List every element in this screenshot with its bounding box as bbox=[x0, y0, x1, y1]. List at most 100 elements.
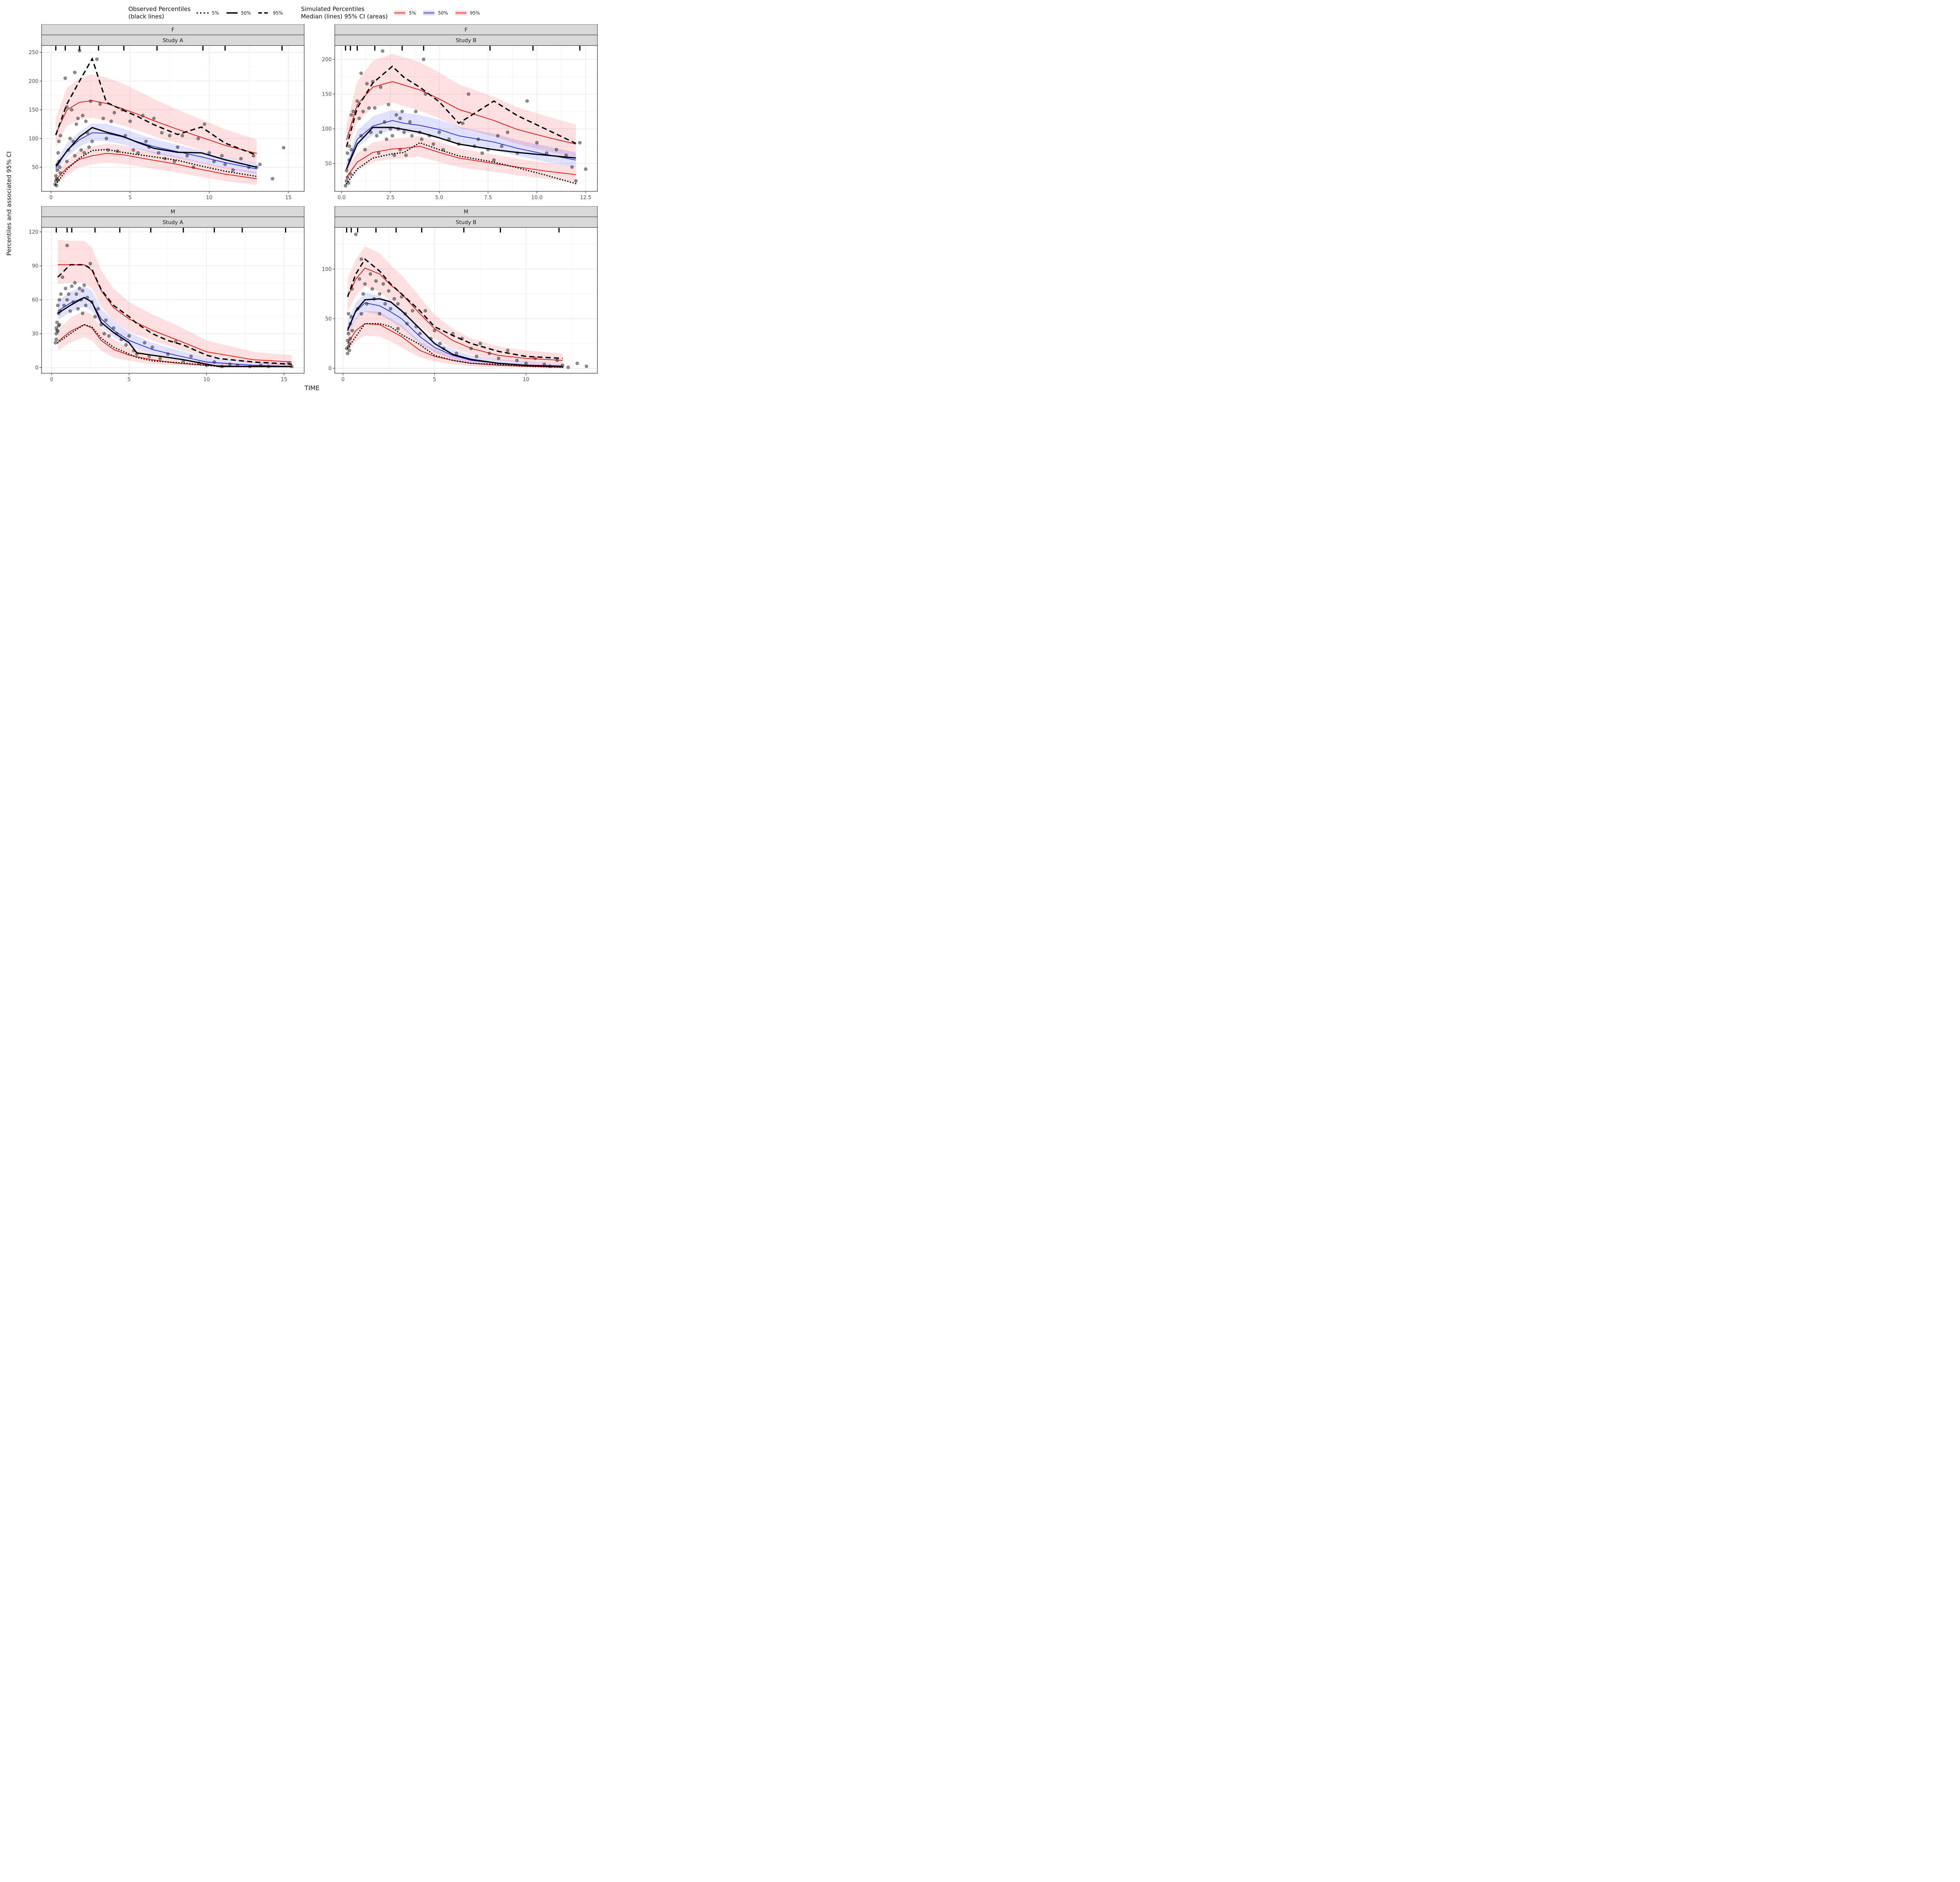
legend-line-sample-dashed bbox=[258, 12, 270, 14]
svg-text:50: 50 bbox=[325, 316, 332, 322]
sim-95-median bbox=[347, 267, 563, 361]
legend-item-simulated-5: 5% bbox=[393, 10, 416, 16]
obs-50 bbox=[55, 127, 257, 168]
y-axis-ticks: 0 30 60 90 120 bbox=[29, 229, 42, 371]
svg-text:30: 30 bbox=[32, 331, 38, 337]
svg-text:10: 10 bbox=[523, 377, 530, 383]
obs-5 bbox=[57, 323, 293, 367]
legend-item-label: 50% bbox=[438, 10, 448, 16]
svg-text:250: 250 bbox=[29, 50, 38, 56]
legend-item-simulated-95: 95% bbox=[454, 10, 480, 16]
sim-5-median bbox=[346, 145, 576, 178]
observed-points bbox=[345, 232, 588, 369]
facet-strip-study: Study B bbox=[334, 34, 598, 46]
legend-simulated-items: 5% 50% 95% bbox=[393, 10, 480, 16]
legend-item-simulated-50: 50% bbox=[422, 10, 448, 16]
legend-observed-title: Observed Percentiles (black lines) bbox=[129, 5, 191, 20]
x-axis-ticks: 0 5 10 15 bbox=[50, 373, 287, 383]
svg-text:Study B: Study B bbox=[456, 219, 477, 225]
grid-minor bbox=[335, 227, 597, 373]
svg-text:10.0: 10.0 bbox=[531, 195, 543, 201]
grid-major bbox=[335, 227, 597, 373]
svg-text:5: 5 bbox=[433, 377, 436, 383]
svg-text:12.5: 12.5 bbox=[580, 195, 592, 201]
svg-text:50: 50 bbox=[32, 165, 38, 171]
sim-50-ci bbox=[347, 292, 563, 367]
x-axis-ticks: 0.0 2.5 5.0 7.5 10.0 12.5 bbox=[338, 191, 592, 201]
svg-text:100: 100 bbox=[322, 266, 332, 272]
sim-5-ci bbox=[58, 311, 292, 368]
legend-line-sample-solid bbox=[226, 12, 238, 14]
legend-item-observed-50: 50% bbox=[225, 10, 251, 16]
facet-grid: Percentiles and associated 95% CI F Study… bbox=[3, 24, 608, 383]
simulated-ci-bands bbox=[346, 53, 576, 184]
legend-item-label: 50% bbox=[241, 10, 251, 16]
legend-ci-swatch bbox=[394, 10, 406, 15]
vpc-figure: Observed Percentiles (black lines) 5% 50%… bbox=[0, 0, 608, 395]
sim-5-ci bbox=[347, 311, 563, 368]
bin-rug-marks bbox=[55, 45, 283, 51]
observed-percentile-lines bbox=[346, 65, 577, 184]
legend-observed-title-line1: Observed Percentiles bbox=[128, 5, 191, 13]
legend-item-label: 5% bbox=[212, 10, 219, 16]
panel-plot: F Study A 50 100 150 200 250 0 5 10 15 bbox=[29, 24, 305, 201]
svg-text:120: 120 bbox=[29, 229, 38, 235]
legend-simulated-title-line1: Simulated Percentiles bbox=[301, 5, 365, 13]
legend-item-label: 5% bbox=[409, 10, 416, 16]
legend-item-label: 95% bbox=[273, 10, 283, 16]
obs-95 bbox=[347, 258, 563, 359]
legend-item-label: 95% bbox=[470, 10, 480, 16]
svg-text:0.0: 0.0 bbox=[338, 195, 346, 201]
svg-text:7.5: 7.5 bbox=[484, 195, 492, 201]
legend-observed-items: 5% 50% 95% bbox=[196, 10, 283, 16]
x-axis-label: TIME bbox=[304, 384, 320, 392]
panel-plot: F Study B 50 100 150 200 0.0 2.5 5.0 7.5 10.0 12.5 bbox=[322, 24, 598, 201]
svg-text:100: 100 bbox=[29, 136, 38, 142]
svg-text:0: 0 bbox=[50, 377, 53, 383]
obs-95 bbox=[57, 263, 292, 365]
svg-text:2.5: 2.5 bbox=[387, 195, 395, 201]
facet-strip-study: Study A bbox=[41, 34, 305, 46]
legend-simulated: Simulated Percentiles Median (lines) 95%… bbox=[301, 5, 480, 20]
y-axis-ticks: 50 100 150 200 250 bbox=[29, 50, 42, 171]
legend-simulated-title-line2: Median (lines) 95% CI (areas) bbox=[301, 13, 388, 20]
svg-text:M: M bbox=[171, 209, 175, 215]
svg-text:15: 15 bbox=[281, 377, 287, 383]
svg-text:10: 10 bbox=[203, 377, 210, 383]
facet-strip-sex: M bbox=[334, 205, 598, 217]
y-axis-ticks: 50 100 150 200 bbox=[322, 56, 335, 167]
svg-text:15: 15 bbox=[285, 195, 292, 201]
svg-text:Study A: Study A bbox=[163, 37, 183, 44]
sim-5-ci bbox=[346, 135, 576, 184]
sim-95-ci bbox=[347, 246, 563, 363]
panel-plot: M Study A 0 30 60 90 120 0 5 10 15 bbox=[29, 205, 305, 383]
sim-50-ci bbox=[346, 110, 576, 173]
legend-ci-swatch bbox=[423, 10, 435, 15]
panel-F-Study-B: F Study B 50 100 150 200 0.0 2.5 5.0 7.5 10.0 12.5 bbox=[316, 24, 601, 202]
grid-minor bbox=[42, 227, 304, 373]
panel-M-Study-A: M Study A 0 30 60 90 120 0 5 10 15 bbox=[23, 205, 308, 383]
observed-percentile-lines bbox=[347, 258, 563, 368]
panel-F-Study-A: F Study A 50 100 150 200 250 0 5 10 15 bbox=[23, 24, 308, 202]
svg-text:150: 150 bbox=[322, 91, 332, 97]
svg-text:50: 50 bbox=[325, 161, 332, 167]
obs-95 bbox=[55, 57, 257, 156]
legend-item-observed-5: 5% bbox=[196, 10, 219, 16]
svg-text:5: 5 bbox=[127, 377, 131, 383]
svg-text:200: 200 bbox=[322, 56, 332, 62]
simulated-ci-bands bbox=[347, 246, 563, 368]
grid-major bbox=[335, 45, 597, 191]
facet-strip-study: Study A bbox=[41, 216, 305, 228]
grid-major bbox=[42, 227, 304, 373]
legend-line-sample-dotted bbox=[196, 12, 209, 14]
svg-text:M: M bbox=[464, 209, 468, 215]
svg-text:100: 100 bbox=[322, 126, 332, 132]
facet-strip-sex: F bbox=[334, 24, 598, 35]
svg-text:F: F bbox=[465, 27, 468, 33]
bin-rug-marks bbox=[345, 45, 581, 51]
legend-item-observed-95: 95% bbox=[257, 10, 283, 16]
panel-plot: M Study B 0 50 100 0 5 10 bbox=[322, 205, 598, 383]
sim-5-ci bbox=[56, 143, 257, 185]
observed-percentile-lines bbox=[55, 57, 258, 185]
obs-5 bbox=[347, 323, 563, 368]
